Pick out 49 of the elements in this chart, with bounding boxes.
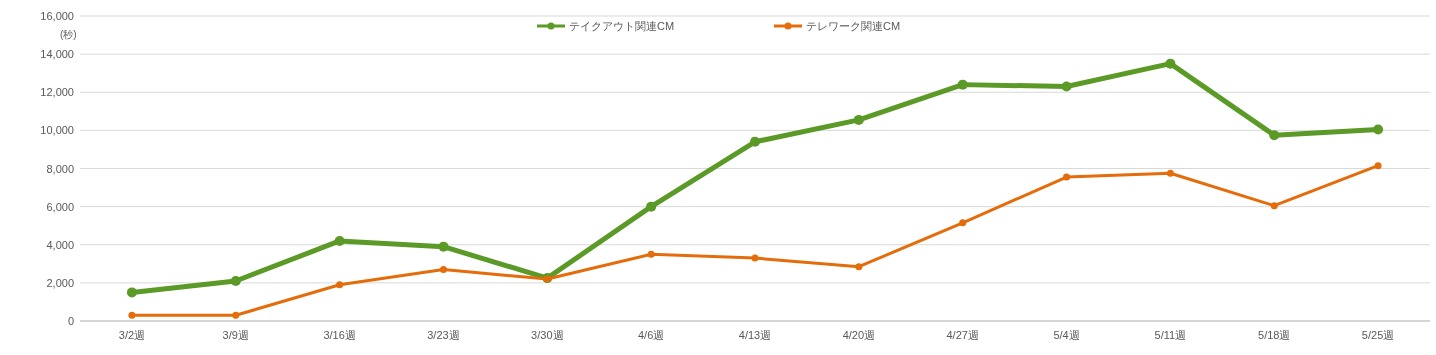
y-tick-label: 14,000: [40, 48, 74, 61]
point: [128, 311, 136, 319]
point: [438, 241, 449, 252]
x-tick-label: 4/27週: [946, 329, 979, 341]
point: [1063, 173, 1071, 181]
point: [957, 79, 968, 90]
y-tick-label: 10,000: [40, 124, 74, 137]
point: [853, 114, 864, 125]
x-tick-label: 3/9週: [222, 329, 249, 341]
y-axis-title: (秒): [60, 29, 77, 40]
legend-label: テイクアウト関連CM: [569, 20, 675, 32]
point: [855, 263, 863, 271]
x-tick-label: 5/11週: [1154, 329, 1187, 341]
point: [1269, 130, 1280, 141]
point: [334, 235, 345, 246]
point: [751, 254, 759, 262]
x-tick-label: 3/23週: [427, 329, 460, 341]
point: [750, 136, 760, 147]
point: [230, 275, 241, 286]
y-tick-label: 2,000: [46, 276, 74, 289]
y-tick-label: 8,000: [46, 162, 74, 175]
y-tick-label: 12,000: [40, 86, 74, 99]
point: [336, 281, 344, 289]
point: [959, 219, 967, 227]
point: [439, 266, 447, 274]
x-tick-label: 4/13週: [738, 329, 772, 341]
point: [1061, 81, 1072, 92]
x-tick-label: 4/6週: [638, 329, 665, 341]
point: [1165, 58, 1176, 69]
x-tick-label: 4/20週: [842, 329, 876, 341]
y-tick-label: 16,000: [40, 10, 74, 22]
point: [647, 250, 655, 258]
point: [232, 311, 240, 319]
x-tick-label: 3/16週: [323, 329, 356, 341]
x-tick-label: 5/18週: [1258, 329, 1291, 341]
x-tick-label: 5/25週: [1361, 329, 1395, 341]
x-tick-label: 3/2週: [118, 329, 146, 341]
point: [1374, 162, 1382, 170]
point: [1270, 202, 1278, 210]
x-tick-label: 5/4週: [1053, 329, 1080, 341]
y-tick-label: 6,000: [46, 200, 74, 213]
x-tick-label: 3/30週: [531, 329, 564, 341]
point: [126, 287, 137, 298]
point: [646, 201, 657, 212]
point: [1373, 124, 1384, 135]
point: [1166, 169, 1174, 177]
y-tick-label: 0: [67, 315, 74, 327]
legend-label: テレワーク関連CM: [806, 20, 901, 32]
y-tick-label: 4,000: [46, 238, 74, 251]
